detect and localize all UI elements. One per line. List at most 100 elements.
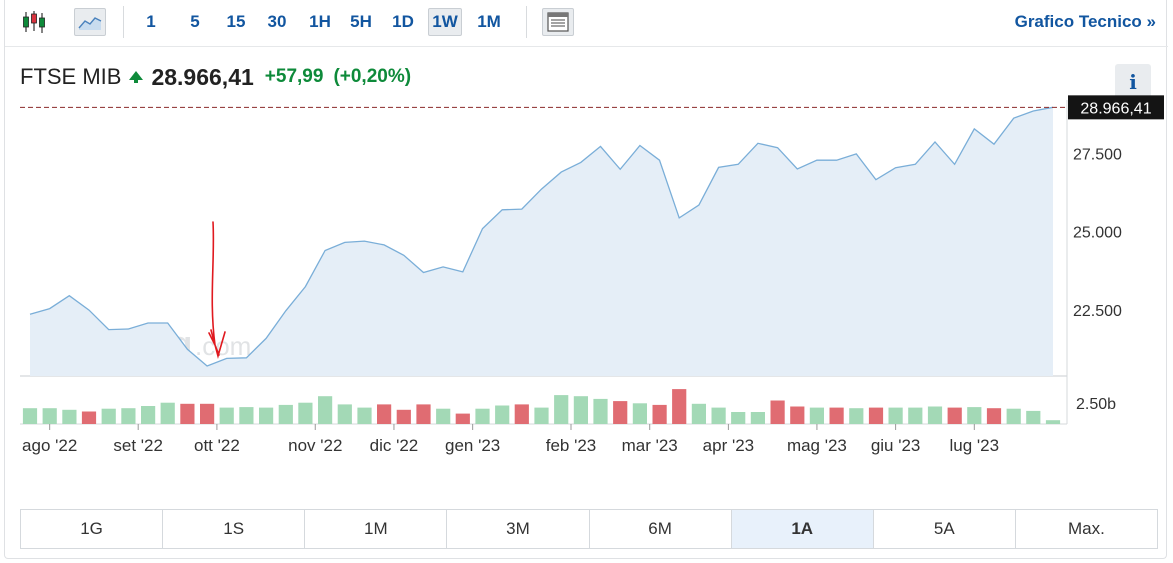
volume-bar <box>534 407 549 424</box>
volume-bar <box>1026 410 1041 424</box>
range-button-1m[interactable]: 1M <box>305 510 448 548</box>
candlestick-icon[interactable] <box>19 8 49 36</box>
range-button-1a[interactable]: 1A <box>731 510 874 548</box>
x-tick-label: set '22 <box>113 436 163 455</box>
volume-bar <box>750 412 765 424</box>
volume-bar <box>318 396 333 424</box>
volume-bar <box>141 406 156 424</box>
volume-bar <box>259 407 274 424</box>
chart-widget: 1 5 15 30 1H 5H 1D 1W 1M Grafico Tecnico » FTSE … <box>4 0 1168 559</box>
x-tick-label: ott '22 <box>194 436 240 455</box>
timeframe-1w[interactable]: 1W <box>428 8 462 36</box>
technical-chart-link[interactable]: Grafico Tecnico » <box>1014 12 1156 31</box>
timeframe-1d[interactable]: 1D <box>392 12 414 31</box>
volume-bar <box>593 398 608 424</box>
volume-bar <box>908 407 923 424</box>
volume-bar <box>554 395 569 424</box>
price-area <box>30 107 1053 377</box>
timeframe-5h[interactable]: 5H <box>350 12 372 31</box>
info-button[interactable]: i <box>1115 64 1151 100</box>
x-tick-label: feb '23 <box>546 436 597 455</box>
volume-bar <box>42 408 57 424</box>
volume-bar <box>632 403 647 424</box>
volume-bar <box>298 402 313 424</box>
x-tick-label: gen '23 <box>445 436 500 455</box>
volume-bar <box>711 407 726 424</box>
x-tick-label: giu '23 <box>871 436 921 455</box>
table-view-icon[interactable] <box>542 8 574 36</box>
volume-bar <box>927 406 943 424</box>
index-name: FTSE MIB <box>20 64 122 89</box>
volume-bar <box>239 407 254 424</box>
timeframe-30[interactable]: 30 <box>267 12 287 31</box>
volume-bar <box>868 407 884 424</box>
price-line[interactable] <box>29 106 1054 367</box>
y-tick-label: 27.500 <box>1073 146 1122 163</box>
timeframe-1[interactable]: 1 <box>146 12 156 31</box>
volume-bar <box>613 401 628 424</box>
x-tick-label: lug '23 <box>950 436 1000 455</box>
volume-bar <box>22 408 38 424</box>
volume-tick-label: 2.50b <box>1076 396 1116 413</box>
area-chart-icon[interactable] <box>74 8 106 36</box>
volume-bar <box>455 413 470 424</box>
volume-bar <box>81 411 97 424</box>
range-button-max[interactable]: Max. <box>1068 519 1105 538</box>
volume-bar <box>278 404 293 424</box>
chart-toolbar: 1 5 15 30 1H 5H 1D 1W 1M Grafico Tecnico » <box>5 0 1168 47</box>
volume-bar <box>495 405 510 424</box>
range-button-1g[interactable]: 1G <box>21 510 164 548</box>
volume-bar <box>219 407 234 424</box>
volume-bar <box>731 412 746 424</box>
x-tick-label: ago '22 <box>22 436 77 455</box>
y-tick-label: 25.000 <box>1073 225 1122 242</box>
range-button-6m[interactable]: 6M <box>590 510 732 548</box>
timeframe-1h[interactable]: 1H <box>309 12 331 31</box>
volume-bar <box>416 404 431 424</box>
last-price-tag <box>1068 95 1164 120</box>
volume-bar <box>652 404 667 424</box>
last-price: 28.966,41 <box>151 63 254 90</box>
volume-bar <box>573 396 588 424</box>
timeframe-15[interactable]: 15 <box>226 12 246 31</box>
volume-bar <box>180 403 195 424</box>
x-tick-label: nov '22 <box>288 436 342 455</box>
volume-bar <box>160 402 175 424</box>
volume-bar <box>790 406 805 424</box>
range-selector: 1G 1S 1M 3M 6M 1A 5A Max. <box>20 509 1158 549</box>
toolbar-divider <box>123 6 124 38</box>
volume-bar <box>337 404 352 424</box>
quote-header: FTSE MIB 28.966,41 +57,99 (+0,20%) <box>20 62 411 92</box>
volume-bar <box>436 408 451 424</box>
volume-bar <box>121 408 136 424</box>
volume-bar <box>888 407 903 424</box>
up-arrow-icon <box>129 70 144 83</box>
price-change-percent: (+0,20%) <box>333 66 412 87</box>
x-tick-label: apr '23 <box>703 436 754 455</box>
y-tick-label: 22.500 <box>1073 303 1122 320</box>
volume-bar <box>1045 420 1061 424</box>
x-tick-label: mag '23 <box>787 436 847 455</box>
volume-bar <box>829 407 844 424</box>
x-tick-label: mar '23 <box>622 436 678 455</box>
volume-bar <box>986 408 1002 424</box>
price-change: +57,99 <box>264 66 324 87</box>
volume-bar <box>691 403 706 424</box>
range-button-1s[interactable]: 1S <box>163 510 306 548</box>
volume-bar <box>809 407 824 424</box>
range-button-5a[interactable]: 5A <box>874 510 1016 548</box>
volume-bar <box>1006 408 1021 424</box>
volume-bar <box>770 400 785 424</box>
timeframe-5[interactable]: 5 <box>190 12 200 31</box>
volume-bar <box>849 408 864 424</box>
range-button-3m[interactable]: 3M <box>447 510 590 548</box>
volume-bar <box>200 403 215 424</box>
volume-bar <box>672 389 687 424</box>
volume-bar <box>514 404 529 424</box>
volume-bar <box>396 409 411 424</box>
timeframe-1m[interactable]: 1M <box>477 12 501 31</box>
x-tick-label: dic '22 <box>370 436 419 455</box>
volume-bar <box>357 407 372 424</box>
price-chart[interactable]: Investing.com28.966,4122.50025.00027.500… <box>5 0 1168 470</box>
volume-bar <box>101 408 116 424</box>
